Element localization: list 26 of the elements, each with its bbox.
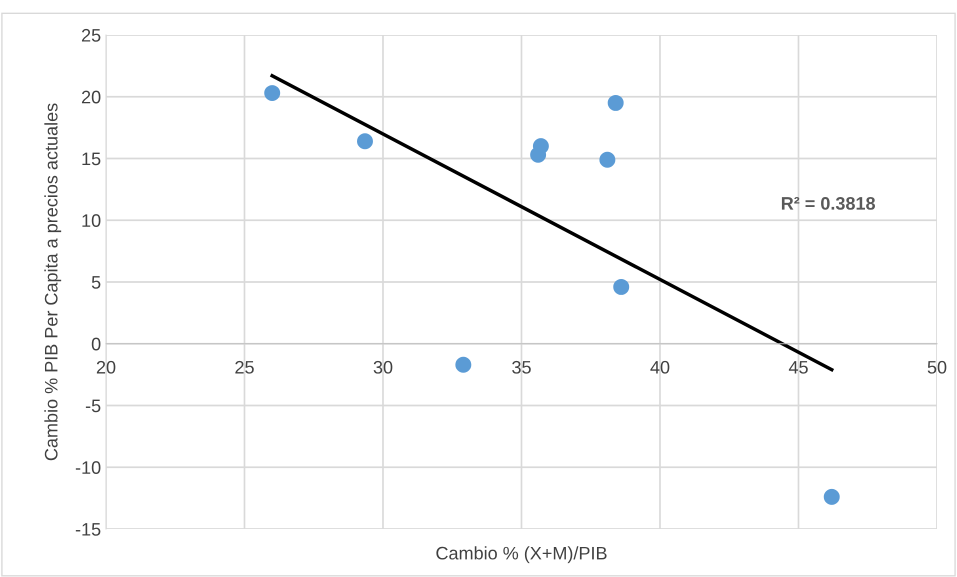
y-tick-label: 0 [92, 338, 100, 350]
y-tick-label: -5 [86, 400, 100, 412]
annotation: R² = 0.3818 [782, 196, 876, 210]
point [613, 278, 630, 295]
point [824, 488, 840, 505]
y-tick-label: 20 [82, 90, 100, 104]
x-tick-label: 30 [374, 360, 392, 374]
y-axis-title: Cambio % PIB Per Capita a precios actuales [44, 104, 62, 460]
point [264, 85, 280, 102]
x-tick-label: 35 [512, 360, 531, 374]
x-tick-label: 25 [235, 360, 254, 374]
point [357, 133, 373, 150]
point [608, 94, 624, 111]
y-tick-label: -15 [76, 523, 100, 536]
y-tick-label: -10 [76, 461, 100, 474]
point [532, 138, 549, 154]
x-tick-label: 50 [928, 360, 946, 374]
x-tick-label: 40 [650, 360, 670, 374]
y-tick-label: 10 [82, 214, 100, 227]
point [599, 152, 616, 168]
y-tick-label: 5 [92, 276, 100, 289]
y-tick-label: 25 [82, 28, 100, 42]
x-axis-title: Cambio % (X+M)/PIB [436, 546, 607, 564]
point [455, 356, 472, 373]
x-tick-label: 45 [788, 361, 808, 374]
y-tick-label: 15 [82, 152, 100, 166]
